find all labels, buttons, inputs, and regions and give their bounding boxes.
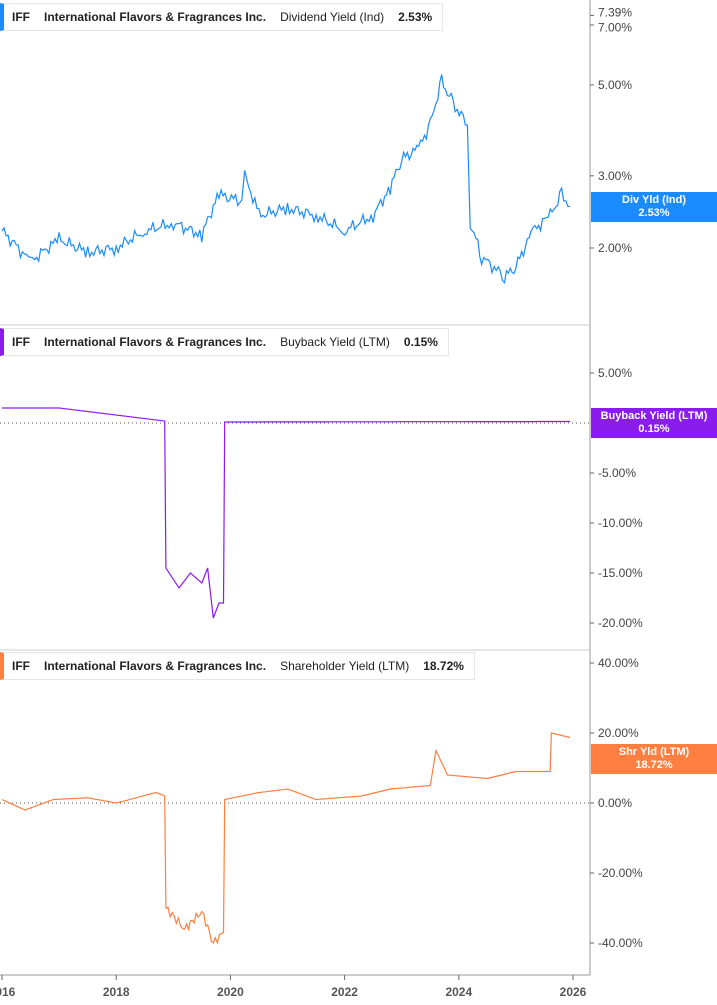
y-tick-label: -20.00% — [598, 866, 643, 880]
legend-company: International Flavors & Fragrances Inc. — [44, 335, 267, 349]
series-line-2 — [1, 732, 571, 945]
legend-metric: Buyback Yield (LTM) — [280, 335, 390, 349]
x-tick-label: 2022 — [331, 985, 358, 999]
legend-value: 18.72% — [423, 659, 464, 673]
last-value-tag-dividend: Div Yld (Ind) 2.53% — [591, 192, 717, 222]
legend-ticker: IFF — [12, 335, 30, 349]
y-tick-label: 3.00% — [598, 169, 632, 183]
legend-shareholder-yield[interactable]: IFF International Flavors & Fragrances I… — [0, 652, 475, 680]
tag-label: Buyback Yield (LTM) — [600, 410, 708, 422]
tag-value: 2.53% — [638, 207, 670, 219]
series-line-0 — [1, 74, 571, 284]
y-tick-label: 5.00% — [598, 78, 632, 92]
tag-value: 0.15% — [638, 423, 670, 435]
y-tick-label: 7.39% — [598, 6, 632, 20]
x-tick-label: 2024 — [445, 985, 472, 999]
y-tick-label: -20.00% — [598, 616, 643, 630]
legend-metric: Dividend Yield (Ind) — [280, 10, 385, 24]
y-tick-label: 40.00% — [598, 656, 639, 670]
y-tick-label: 5.00% — [598, 366, 632, 380]
legend-ticker: IFF — [12, 10, 30, 24]
x-tick-label: 2020 — [217, 985, 244, 999]
y-tick-label: -10.00% — [598, 516, 643, 530]
legend-value: 2.53% — [398, 10, 433, 24]
tag-label: Shr Yld (LTM) — [618, 746, 690, 758]
y-tick-label: 20.00% — [598, 726, 639, 740]
y-tick-label: -40.00% — [598, 936, 643, 950]
y-tick-label: 0.00% — [598, 796, 632, 810]
last-value-tag-shareholder: Shr Yld (LTM) 18.72% — [591, 744, 717, 774]
series-line-1 — [2, 407, 571, 619]
y-tick-label: -15.00% — [598, 566, 643, 580]
legend-value: 0.15% — [403, 335, 438, 349]
x-tick-label: 2018 — [103, 985, 130, 999]
legend-buyback-yield[interactable]: IFF International Flavors & Fragrances I… — [0, 328, 449, 356]
legend-company: International Flavors & Fragrances Inc. — [44, 10, 267, 24]
legend-company: International Flavors & Fragrances Inc. — [44, 659, 267, 673]
y-tick-label: -5.00% — [598, 466, 636, 480]
x-tick-label: 2026 — [560, 985, 587, 999]
x-tick-label: 2016 — [0, 985, 16, 999]
legend-dividend-yield[interactable]: IFF International Flavors & Fragrances I… — [0, 3, 444, 31]
tag-label: Div Yld (Ind) — [622, 194, 686, 206]
legend-ticker: IFF — [12, 659, 30, 673]
y-tick-label: 7.00% — [598, 21, 632, 35]
tag-value: 18.72% — [635, 759, 673, 771]
legend-metric: Shareholder Yield (LTM) — [280, 659, 410, 673]
y-tick-label: 2.00% — [598, 241, 632, 255]
last-value-tag-buyback: Buyback Yield (LTM) 0.15% — [591, 408, 717, 438]
